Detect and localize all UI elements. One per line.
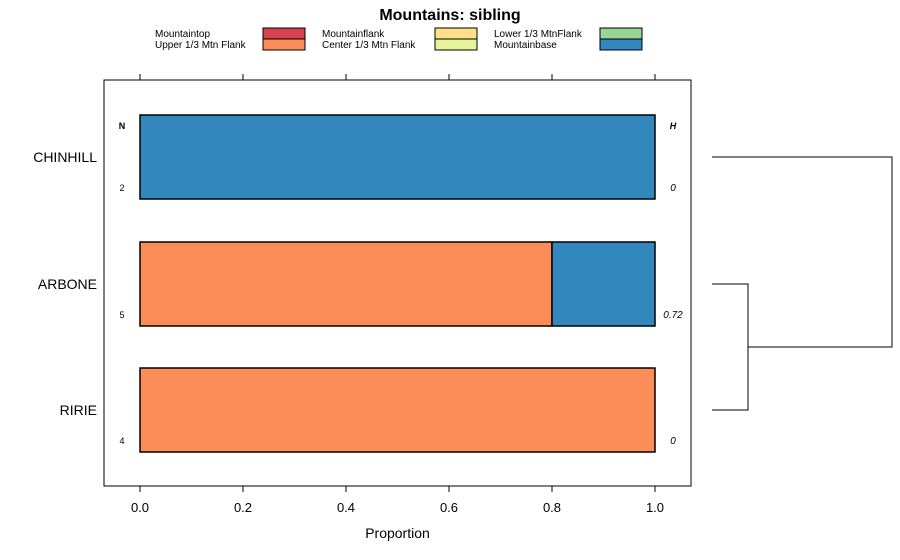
h-header: H <box>670 121 677 131</box>
x-axis: 0.0 0.2 0.4 0.6 0.8 1.0 <box>131 74 664 515</box>
n-header: N <box>119 121 126 131</box>
n-h-annotations: N H 2 0 5 0.72 4 0 <box>119 121 683 447</box>
y-category-label: RIRIE <box>60 402 97 418</box>
h-value: 0 <box>670 436 676 447</box>
legend-label: Mountainflank <box>322 29 385 40</box>
bar-segment <box>139 367 656 453</box>
y-category-label: CHINHILL <box>33 149 97 165</box>
dendrogram <box>712 156 893 411</box>
legend-swatch <box>262 27 306 40</box>
x-tick-label: 0.6 <box>440 500 458 515</box>
legend-label: Mountainbase <box>494 40 557 51</box>
bars <box>139 114 656 453</box>
plot-frame <box>103 79 692 487</box>
legend-label: Upper 1/3 Mtn Flank <box>155 40 247 51</box>
x-tick-label: 0.8 <box>543 500 561 515</box>
x-tick-label: 0.4 <box>337 500 355 515</box>
bar-segment <box>139 241 553 327</box>
legend-label: Lower 1/3 MtnFlank <box>494 29 583 40</box>
legend-label: Mountaintop <box>155 29 210 40</box>
legend-swatch <box>434 38 478 51</box>
legend-swatch <box>599 38 643 51</box>
n-value: 2 <box>119 183 124 193</box>
y-category-label: ARBONE <box>38 276 97 292</box>
n-value: 5 <box>119 310 124 320</box>
legend-label: Center 1/3 Mtn Flank <box>322 40 416 51</box>
n-value: 4 <box>119 436 124 446</box>
x-tick-label: 0.2 <box>234 500 252 515</box>
h-value: 0 <box>670 183 676 194</box>
dendrogram-branch-lower <box>712 283 749 411</box>
bar-segment <box>139 114 656 200</box>
legend-swatch <box>262 38 306 51</box>
dendrogram-branch-upper <box>712 156 893 348</box>
y-axis: CHINHILL ARBONE RIRIE <box>33 149 97 418</box>
x-tick-label: 0.0 <box>131 500 149 515</box>
bar-segment <box>551 241 656 327</box>
x-tick-label: 1.0 <box>646 500 664 515</box>
legend-swatch <box>434 27 478 40</box>
h-value: 0.72 <box>663 310 683 321</box>
chart-title: Mountains: sibling <box>379 7 520 24</box>
legend-swatch <box>599 27 643 40</box>
x-axis-label: Proportion <box>365 525 430 541</box>
